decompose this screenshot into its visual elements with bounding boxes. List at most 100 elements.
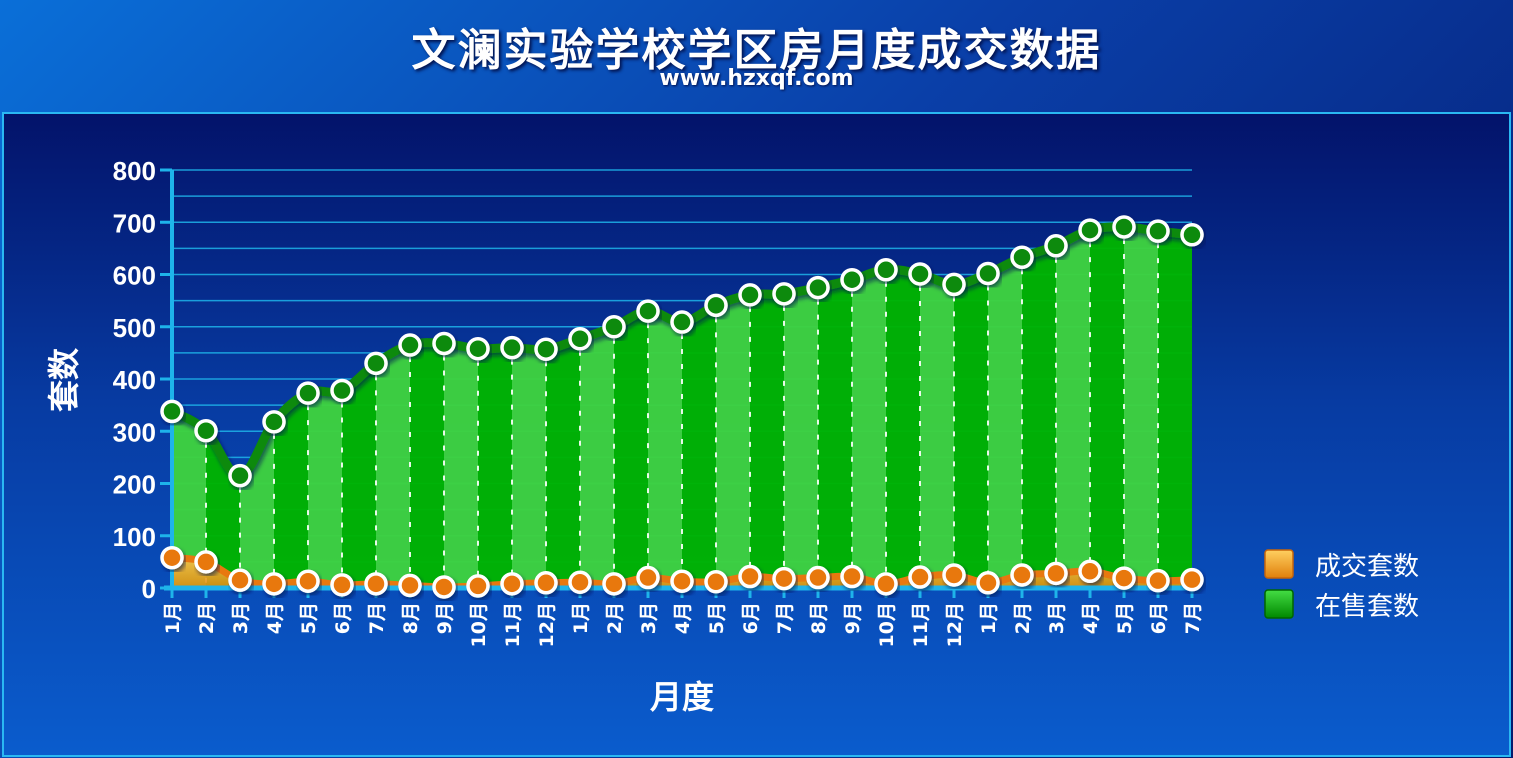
deal-point-10 [500,572,524,596]
y-tick-label-300: 300 [113,417,156,447]
legend-swatch-deal [1264,549,1294,579]
sale-point-21 [874,258,898,282]
sale-point-3 [262,410,286,434]
deal-point-6 [364,572,388,596]
x-tick-label-29: 6月 [1148,602,1170,634]
deal-area [172,557,1192,588]
sale-band-3 [274,393,308,588]
sale-band-11 [546,338,580,588]
deal-point-0 [160,545,184,570]
sale-point-15 [670,310,694,334]
deal-point-17 [738,564,762,589]
x-axis-title: 月度 [650,678,714,716]
sale-band-18 [784,287,818,588]
x-tick-label-21: 10月 [876,602,898,647]
deal-point-26 [1044,561,1068,586]
x-tick-label-26: 3月 [1046,602,1068,634]
sale-point-2 [228,463,252,488]
x-tick-label-16: 5月 [706,602,728,634]
deal-point-4 [296,569,320,593]
deal-point-19 [806,565,830,590]
x-tick-label-12: 1月 [570,602,592,634]
deal-point-5 [330,573,354,597]
deal-point-2 [228,568,252,592]
chart-header: 文澜实验学校学区房月度成交数据 www.hzxqf.com [0,0,1513,112]
deal-point-28 [1112,566,1136,590]
sale-band-28 [1124,226,1158,588]
sale-point-20 [840,267,864,292]
sale-point-8 [432,331,456,356]
sale-point-25 [1010,245,1034,270]
sale-point-26 [1044,234,1068,258]
sale-band-16 [716,294,750,588]
x-tick-label-2: 3月 [230,602,252,634]
x-tick-label-18: 7月 [774,602,796,634]
sale-point-6 [364,351,388,376]
sale-band-21 [886,269,920,588]
y-tick-label-500: 500 [113,313,156,343]
deal-point-15 [670,569,694,593]
deal-point-7 [398,573,422,598]
x-tick-label-9: 10月 [468,602,490,647]
sale-band-4 [308,390,342,588]
y-tick-label-700: 700 [113,208,156,238]
x-tick-label-19: 8月 [808,602,830,634]
sale-area [172,226,1192,588]
x-tick-label-3: 4月 [264,602,286,634]
sale-point-16 [704,293,728,318]
deal-point-1 [194,550,218,574]
sale-band-14 [648,311,682,588]
x-tick-label-4: 5月 [298,602,320,634]
sale-point-4 [296,381,320,405]
sale-point-18 [772,282,796,306]
sale-band-19 [818,279,852,588]
sale-point-11 [534,337,558,361]
deal-point-18 [772,566,796,591]
deal-point-30 [1180,567,1204,592]
sale-point-30 [1180,223,1204,247]
x-tick-label-11: 12月 [536,602,558,647]
sale-point-29 [1146,219,1170,243]
x-tick-label-10: 11月 [502,602,524,647]
x-tick-label-28: 5月 [1114,602,1136,634]
deal-point-9 [466,574,490,598]
deal-point-13 [602,572,626,596]
sale-band-10 [512,347,546,588]
sale-band-0 [172,411,206,588]
sale-band-23 [954,273,988,588]
deal-point-22 [908,565,932,589]
sale-band-25 [1022,245,1056,588]
sale-band-15 [682,305,716,588]
sale-point-23 [942,272,966,297]
sale-point-13 [602,315,626,339]
sale-point-19 [806,275,830,300]
deal-point-23 [942,563,966,587]
y-tick-label-100: 100 [113,522,156,552]
area-layer [169,222,1193,591]
sale-band-7 [410,343,444,588]
sale-band-26 [1056,230,1090,588]
legend-label-sale: 在售套数 [1315,592,1419,622]
legend-label-deal: 成交套数 [1315,552,1419,582]
sale-point-9 [466,336,490,361]
deal-point-20 [840,564,864,589]
deal-point-12 [568,570,592,595]
sale-band-12 [580,326,614,588]
sale-band-20 [852,269,886,588]
x-tick-label-25: 2月 [1012,602,1034,634]
deal-point-11 [534,571,558,595]
sale-band-24 [988,257,1022,588]
x-tick-label-0: 1月 [162,602,184,634]
markers [160,215,1204,599]
y-axis-title: 套数 [45,347,83,412]
sale-band-9 [478,347,512,588]
sale-band-29 [1158,231,1192,588]
x-tick-label-13: 2月 [604,602,626,634]
deal-point-25 [1010,563,1034,587]
x-tick-label-7: 8月 [400,602,422,634]
x-tick-label-15: 4月 [672,602,694,634]
chart-title: 文澜实验学校学区房月度成交数据 [411,25,1102,76]
sale-point-12 [568,327,592,351]
